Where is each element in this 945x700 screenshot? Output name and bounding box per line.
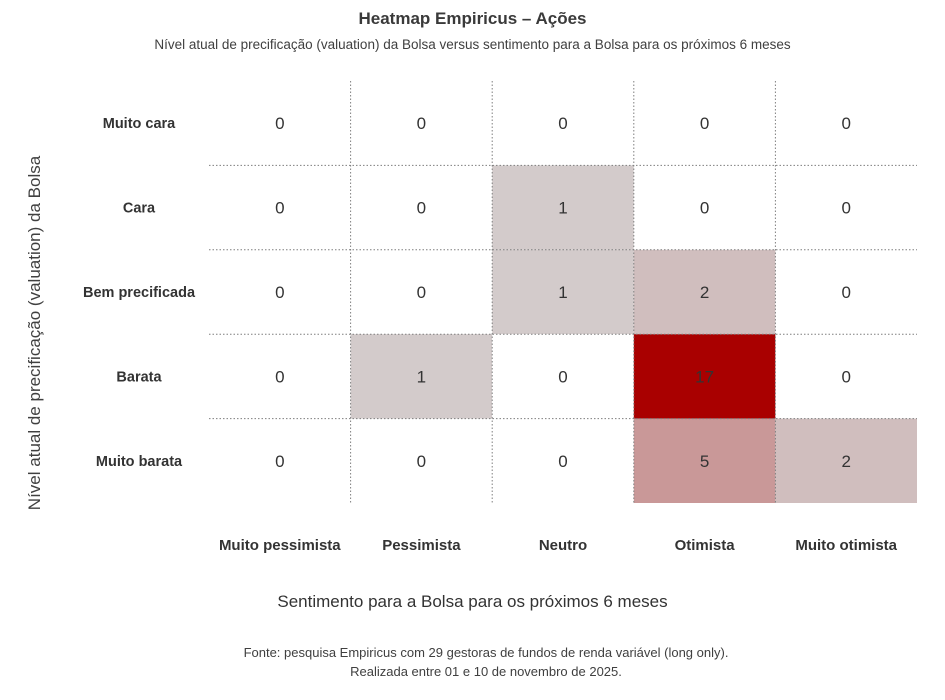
heatmap-cell bbox=[350, 165, 493, 250]
heatmap-cell bbox=[492, 165, 634, 250]
cell-value-label: 0 bbox=[275, 199, 284, 218]
x-tick-label: Otimista bbox=[675, 537, 736, 554]
cell-value-label: 17 bbox=[695, 367, 714, 386]
heatmap-cell bbox=[775, 418, 917, 503]
y-tick-label: Bem precificada bbox=[83, 285, 196, 301]
cell-value-label: 0 bbox=[275, 114, 284, 133]
heatmap-cell bbox=[633, 334, 776, 419]
cell-value-label: 0 bbox=[417, 199, 426, 218]
heatmap-cell bbox=[492, 249, 634, 335]
heatmap-cell bbox=[209, 418, 351, 503]
cell-value-label: 0 bbox=[841, 114, 850, 133]
heatmap-cell bbox=[209, 81, 351, 166]
y-tick-label: Muito barata bbox=[96, 454, 183, 470]
cell-value-label: 0 bbox=[417, 283, 426, 302]
heatmap-cell bbox=[350, 81, 493, 166]
cell-value-label: 0 bbox=[558, 367, 567, 386]
cell-value-label: 1 bbox=[417, 367, 426, 386]
heatmap-cell bbox=[775, 165, 917, 250]
chart-subtitle: Nível atual de precificação (valuation) … bbox=[154, 37, 791, 52]
heatmap-cell bbox=[350, 418, 493, 503]
cell-value-label: 0 bbox=[417, 114, 426, 133]
heatmap-cell bbox=[775, 249, 917, 335]
source-note: Fonte: pesquisa Empiricus com 29 gestora… bbox=[0, 643, 945, 681]
heatmap-cell bbox=[209, 249, 351, 335]
x-tick-label: Neutro bbox=[539, 537, 587, 554]
cell-value-label: 0 bbox=[700, 114, 709, 133]
heatmap-cell bbox=[209, 165, 351, 250]
heatmap-cell bbox=[633, 81, 776, 166]
cell-value-label: 0 bbox=[417, 452, 426, 471]
cell-value-label: 1 bbox=[558, 199, 567, 218]
y-tick-label: Muito cara bbox=[103, 116, 176, 132]
cell-value-label: 0 bbox=[841, 367, 850, 386]
heatmap-cell bbox=[633, 249, 776, 335]
cell-value-label: 0 bbox=[558, 452, 567, 471]
heatmap-cell bbox=[492, 334, 634, 419]
cell-value-label: 0 bbox=[700, 199, 709, 218]
heatmap-cell bbox=[350, 334, 493, 419]
cell-value-label: 0 bbox=[841, 199, 850, 218]
heatmap-cell bbox=[492, 418, 634, 503]
heatmap-cell bbox=[492, 81, 634, 166]
x-tick-label: Pessimista bbox=[382, 537, 461, 554]
y-tick-label: Barata bbox=[116, 369, 162, 385]
y-tick-label: Cara bbox=[123, 201, 156, 217]
cell-value-label: 1 bbox=[558, 283, 567, 302]
cell-value-label: 0 bbox=[558, 114, 567, 133]
cell-value-label: 2 bbox=[841, 452, 850, 471]
cell-value-label: 0 bbox=[841, 283, 850, 302]
cell-value-label: 2 bbox=[700, 283, 709, 302]
source-line-1: Fonte: pesquisa Empiricus com 29 gestora… bbox=[243, 645, 729, 660]
heatmap-cell bbox=[775, 334, 917, 419]
x-tick-label: Muito otimista bbox=[795, 537, 897, 554]
chart-title: Heatmap Empiricus – Ações bbox=[358, 9, 587, 28]
heatmap-cell bbox=[633, 418, 776, 503]
heatmap-cell bbox=[209, 334, 351, 419]
heatmap-cell bbox=[775, 81, 917, 166]
cell-value-label: 0 bbox=[275, 367, 284, 386]
x-tick-label: Muito pessimista bbox=[219, 537, 341, 554]
heatmap-cell bbox=[350, 249, 493, 335]
cell-value-label: 5 bbox=[700, 452, 709, 471]
heatmap-cell bbox=[633, 165, 776, 250]
cell-value-label: 0 bbox=[275, 452, 284, 471]
source-line-2: Realizada entre 01 e 10 de novembro de 2… bbox=[350, 664, 622, 679]
cell-value-label: 0 bbox=[275, 283, 284, 302]
x-axis-label: Sentimento para a Bolsa para os próximos… bbox=[277, 592, 668, 611]
